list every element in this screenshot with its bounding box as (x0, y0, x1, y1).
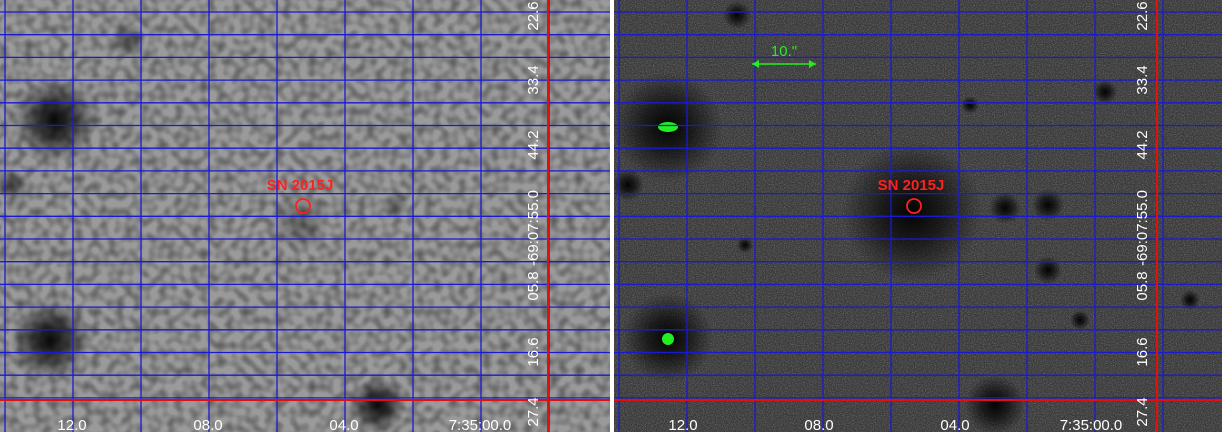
x-tick-label: 08.0 (804, 417, 833, 432)
x-tick-label: 12.0 (57, 417, 86, 432)
y-tick-label: 44.2 (1134, 130, 1151, 159)
y-tick-label: -69:07:55.0 (525, 190, 542, 266)
y-tick-label: 16.6 (1134, 337, 1151, 366)
x-tick-label: 04.0 (940, 417, 969, 432)
x-tick-label: 08.0 (193, 417, 222, 432)
y-tick-label: 05.8 (525, 271, 542, 300)
x-tick-label: 04.0 (329, 417, 358, 432)
y-tick-label: 22.6 (525, 1, 542, 30)
y-tick-label: 05.8 (1134, 271, 1151, 300)
x-tick-label: 12.0 (668, 417, 697, 432)
y-tick-label: 33.4 (525, 65, 542, 94)
y-tick-label: 33.4 (1134, 65, 1151, 94)
scale-bar-label: 10." (771, 43, 797, 60)
y-tick-label: 22.6 (1134, 1, 1151, 30)
panel-gap (610, 0, 614, 432)
y-tick-label: -69:07:55.0 (1134, 190, 1151, 266)
y-tick-label: 16.6 (525, 337, 542, 366)
y-tick-label: 27.4 (525, 397, 542, 426)
sn-label: SN 2015J (267, 177, 334, 194)
figure: 12.0 08.0 04.0 7:35:00.0 22.6 33.4 44.2 -69:07:… (0, 0, 1222, 432)
y-tick-label: 44.2 (525, 130, 542, 159)
sn-label: SN 2015J (878, 177, 945, 194)
x-tick-label: 7:35:00.0 (1060, 417, 1123, 432)
y-tick-label: 27.4 (1134, 397, 1151, 426)
x-tick-label: 7:35:00.0 (449, 417, 512, 432)
